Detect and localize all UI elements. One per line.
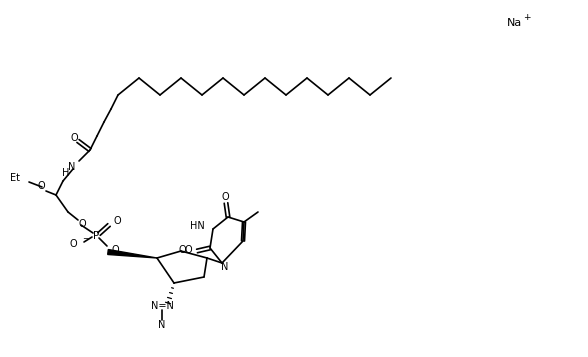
Text: O: O [178,245,186,255]
Text: P: P [93,231,99,241]
Text: O: O [78,219,86,229]
Text: +: + [523,12,530,21]
Text: O: O [69,239,77,249]
Text: N: N [158,320,166,330]
Text: Et: Et [10,173,20,183]
Text: O: O [37,181,45,191]
Text: H: H [62,168,70,178]
Polygon shape [108,250,157,258]
Text: −: − [82,235,88,243]
Text: N: N [68,162,76,172]
Text: O: O [113,216,121,226]
Text: N=N: N=N [151,301,173,311]
Text: O: O [111,245,119,255]
Text: O: O [185,245,192,255]
Text: N: N [221,262,229,272]
Text: HN: HN [191,221,205,231]
Text: O: O [221,192,229,202]
Text: O: O [70,133,78,143]
Text: Na: Na [507,18,522,28]
